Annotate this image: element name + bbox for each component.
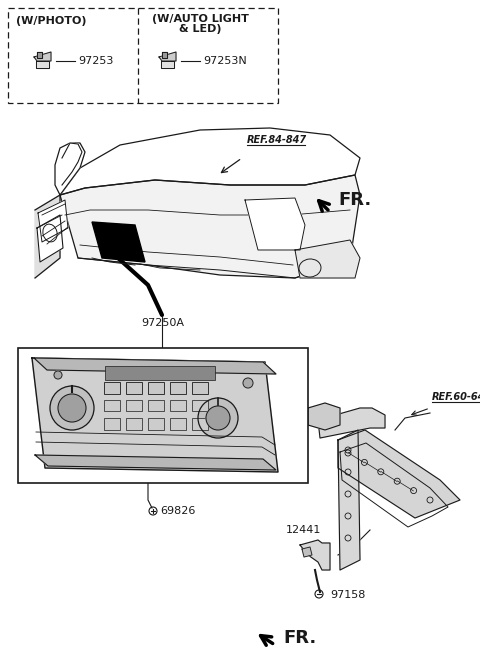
Circle shape bbox=[50, 386, 94, 430]
Polygon shape bbox=[36, 61, 49, 68]
Circle shape bbox=[198, 398, 238, 438]
Text: (W/PHOTO): (W/PHOTO) bbox=[16, 16, 86, 26]
Polygon shape bbox=[55, 143, 85, 195]
Circle shape bbox=[54, 371, 62, 379]
Polygon shape bbox=[161, 61, 174, 68]
Polygon shape bbox=[35, 195, 60, 278]
Polygon shape bbox=[295, 240, 360, 278]
Bar bbox=[148, 400, 164, 411]
Bar bbox=[148, 382, 164, 394]
Polygon shape bbox=[338, 430, 460, 518]
Polygon shape bbox=[92, 222, 145, 262]
Polygon shape bbox=[62, 143, 82, 185]
Bar bbox=[192, 382, 208, 394]
Bar bbox=[18, 348, 308, 483]
Bar bbox=[148, 418, 164, 430]
Text: 97158: 97158 bbox=[330, 590, 365, 600]
Polygon shape bbox=[302, 547, 312, 557]
Polygon shape bbox=[300, 540, 330, 570]
Text: 97250A: 97250A bbox=[142, 318, 184, 328]
Bar bbox=[170, 382, 186, 394]
Polygon shape bbox=[34, 358, 276, 374]
Polygon shape bbox=[35, 455, 276, 470]
Text: 12441: 12441 bbox=[286, 525, 322, 535]
Bar bbox=[105, 366, 215, 380]
Bar bbox=[126, 400, 142, 411]
Text: 97253: 97253 bbox=[78, 56, 113, 66]
Bar bbox=[104, 382, 120, 394]
Polygon shape bbox=[32, 358, 278, 472]
Text: 97253N: 97253N bbox=[203, 56, 247, 66]
Polygon shape bbox=[162, 52, 167, 58]
Bar bbox=[126, 418, 142, 430]
Circle shape bbox=[206, 406, 230, 430]
Polygon shape bbox=[37, 52, 42, 58]
Bar bbox=[104, 418, 120, 430]
Polygon shape bbox=[37, 215, 63, 262]
Bar bbox=[192, 418, 208, 430]
Polygon shape bbox=[60, 128, 360, 195]
Polygon shape bbox=[60, 175, 360, 278]
Bar bbox=[126, 382, 142, 394]
Text: (W/AUTO LIGHT: (W/AUTO LIGHT bbox=[152, 14, 249, 24]
Text: REF.60-640: REF.60-640 bbox=[432, 392, 480, 402]
Text: 69826: 69826 bbox=[160, 506, 195, 516]
Bar bbox=[8, 8, 278, 103]
Polygon shape bbox=[338, 430, 360, 570]
Circle shape bbox=[243, 378, 253, 388]
Text: REF.84-847: REF.84-847 bbox=[247, 135, 307, 145]
Polygon shape bbox=[245, 198, 305, 250]
Polygon shape bbox=[159, 52, 176, 61]
Polygon shape bbox=[318, 408, 385, 438]
Circle shape bbox=[58, 394, 86, 422]
Text: FR.: FR. bbox=[338, 191, 371, 209]
Text: FR.: FR. bbox=[283, 629, 316, 647]
Bar bbox=[170, 400, 186, 411]
Polygon shape bbox=[38, 200, 68, 242]
Polygon shape bbox=[308, 403, 340, 430]
Bar bbox=[170, 418, 186, 430]
Bar bbox=[192, 400, 208, 411]
Polygon shape bbox=[34, 52, 51, 61]
Bar bbox=[104, 400, 120, 411]
Text: & LED): & LED) bbox=[179, 24, 221, 34]
